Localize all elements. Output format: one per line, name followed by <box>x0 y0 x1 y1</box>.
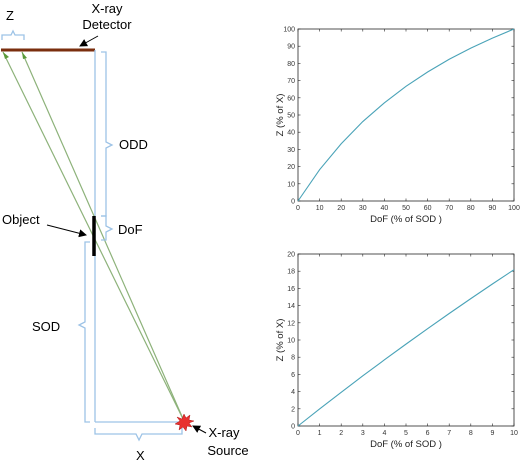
y-axis-label: Z (% of X) <box>275 319 286 362</box>
y-tick-label: 10 <box>287 181 295 188</box>
x-tick-label: 10 <box>510 430 518 437</box>
y-tick-label: 4 <box>291 389 295 396</box>
y-tick-label: 80 <box>287 61 295 68</box>
object-label: Object <box>2 212 40 227</box>
x-tick-label: 30 <box>359 205 367 212</box>
y-tick-label: 12 <box>287 320 295 327</box>
chart-top: 0 10 20 30 40 50 60 70 80 90 100 0 10 20 30 40 50 60 70 80 9… <box>275 27 520 226</box>
x-tick-label: 100 <box>508 205 520 212</box>
object-arrow <box>46 224 87 238</box>
x-axis-label: DoF (% of SOD ) <box>370 439 442 450</box>
y-axis-label: Z (% of X) <box>275 94 286 137</box>
x-tick-label: 5 <box>404 430 408 437</box>
y-tick-label: 20 <box>287 252 295 259</box>
detector-label-line2: Detector <box>82 17 132 32</box>
x-tick-label: 4 <box>382 430 386 437</box>
odd-bracket <box>101 51 114 217</box>
y-tick-label: 18 <box>287 269 295 276</box>
source-arrow <box>192 425 207 434</box>
y-tick-label: 0 <box>291 199 295 206</box>
series-line <box>297 269 515 427</box>
source-label-line1: X-ray <box>208 425 240 440</box>
y-tick-label: 70 <box>287 78 295 85</box>
y-tick-label: 6 <box>291 372 295 379</box>
x-tick-label: 20 <box>337 205 345 212</box>
x-label: X <box>136 448 145 463</box>
x-tick-label: 10 <box>316 205 324 212</box>
xray-source-icon <box>174 413 195 432</box>
odd-label: ODD <box>119 137 148 152</box>
y-tick-label: 8 <box>291 355 295 362</box>
ray-arrowhead-inner <box>22 52 27 59</box>
x-tick-label: 1 <box>318 430 322 437</box>
y-tick-label: 14 <box>287 303 295 310</box>
y-tick-label: 2 <box>291 406 295 413</box>
ray-arrowhead-outer <box>3 52 9 59</box>
y-tick-label: 10 <box>287 338 295 345</box>
x-tick-label: 40 <box>381 205 389 212</box>
xray-ray-inner <box>21 51 185 422</box>
y-tick-label: 16 <box>287 286 295 293</box>
x-tick-label: 90 <box>489 205 497 212</box>
x-tick-label: 2 <box>339 430 343 437</box>
y-tick-label: 40 <box>287 130 295 137</box>
series-line <box>297 28 515 202</box>
x-tick-label: 50 <box>402 205 410 212</box>
source-label-line2: Source <box>207 443 248 458</box>
x-bracket <box>94 428 183 442</box>
y-tick-label: 90 <box>287 44 295 51</box>
dof-label: DoF <box>118 222 143 237</box>
x-tick-label: 0 <box>296 430 300 437</box>
x-tick-label: 7 <box>447 430 451 437</box>
sod-label: SOD <box>32 319 60 334</box>
y-tick-label: 100 <box>283 27 295 34</box>
detector-label-line1: X-ray <box>91 1 123 16</box>
x-tick-label: 80 <box>467 205 475 212</box>
y-tick-label: 0 <box>291 424 295 431</box>
y-tick-label: 20 <box>287 164 295 171</box>
y-tick-label: 30 <box>287 147 295 154</box>
xray-geometry-diagram: Z X-ray Detector ODD Object DoF SOD X <box>1 1 249 463</box>
z-bracket <box>1 29 25 40</box>
x-tick-label: 70 <box>445 205 453 212</box>
x-tick-label: 8 <box>469 430 473 437</box>
x-tick-label: 3 <box>361 430 365 437</box>
z-label: Z <box>6 8 14 23</box>
detector-arrow <box>79 35 99 47</box>
x-tick-label: 9 <box>490 430 494 437</box>
x-tick-label: 6 <box>426 430 430 437</box>
y-tick-label: 60 <box>287 95 295 102</box>
x-tick-label: 0 <box>296 205 300 212</box>
sod-bracket <box>77 241 90 423</box>
dof-bracket <box>101 215 114 241</box>
plot-frame <box>297 28 515 202</box>
x-axis-label: DoF (% of SOD ) <box>370 214 442 225</box>
x-tick-label: 60 <box>424 205 432 212</box>
y-tick-label: 50 <box>287 113 295 120</box>
